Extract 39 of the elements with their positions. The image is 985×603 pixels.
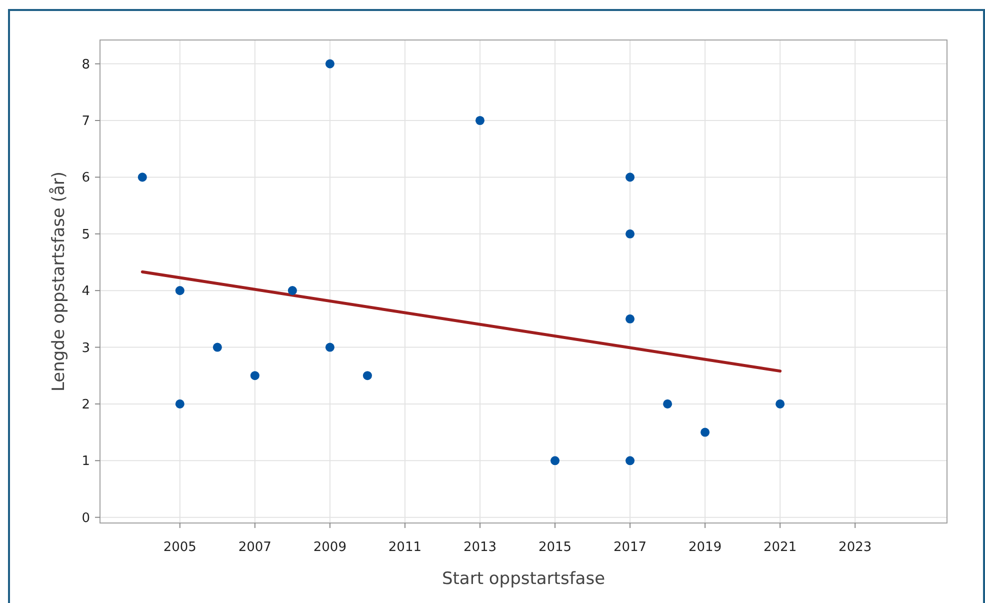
x-tick-label: 2015 [538, 540, 572, 555]
point [475, 116, 484, 126]
y-tick-label: 7 [82, 114, 90, 130]
y-tick-label: 0 [82, 510, 90, 526]
x-tick-label: 2023 [838, 540, 872, 555]
point [663, 399, 672, 408]
x-tick-label: 2017 [613, 540, 647, 555]
x-tick-label: 2007 [238, 540, 272, 555]
point [288, 286, 297, 296]
point [250, 371, 260, 380]
y-tick-label: 4 [82, 284, 90, 300]
point [325, 342, 334, 352]
x-tick-label: 2021 [764, 540, 797, 555]
point [325, 59, 334, 68]
y-tick-label: 6 [82, 170, 90, 186]
x-tick-label: 2013 [463, 540, 497, 555]
point [700, 428, 710, 437]
point [212, 342, 222, 352]
point [550, 456, 560, 466]
point [626, 229, 635, 238]
x-tick-label: 2009 [313, 540, 346, 555]
y-tick-label: 1 [82, 454, 90, 470]
y-tick-label: 5 [82, 227, 90, 242]
y-tick-label: 8 [82, 57, 90, 72]
point [175, 286, 184, 296]
x-tick-label: 2011 [388, 540, 422, 555]
point [626, 172, 635, 182]
point [175, 399, 184, 408]
point [776, 399, 785, 408]
point [138, 172, 147, 182]
x-tick-label: 2005 [163, 540, 196, 555]
point [362, 371, 372, 380]
y-axis-title: Lengde oppstartsfase (år) [49, 171, 69, 392]
x-tick-label: 2019 [688, 540, 722, 555]
y-tick-label: 2 [82, 398, 90, 412]
x-axis-title: Start oppstartsfase [442, 569, 606, 589]
point [626, 456, 635, 466]
point [626, 314, 635, 324]
y-tick-label: 3 [82, 340, 90, 356]
